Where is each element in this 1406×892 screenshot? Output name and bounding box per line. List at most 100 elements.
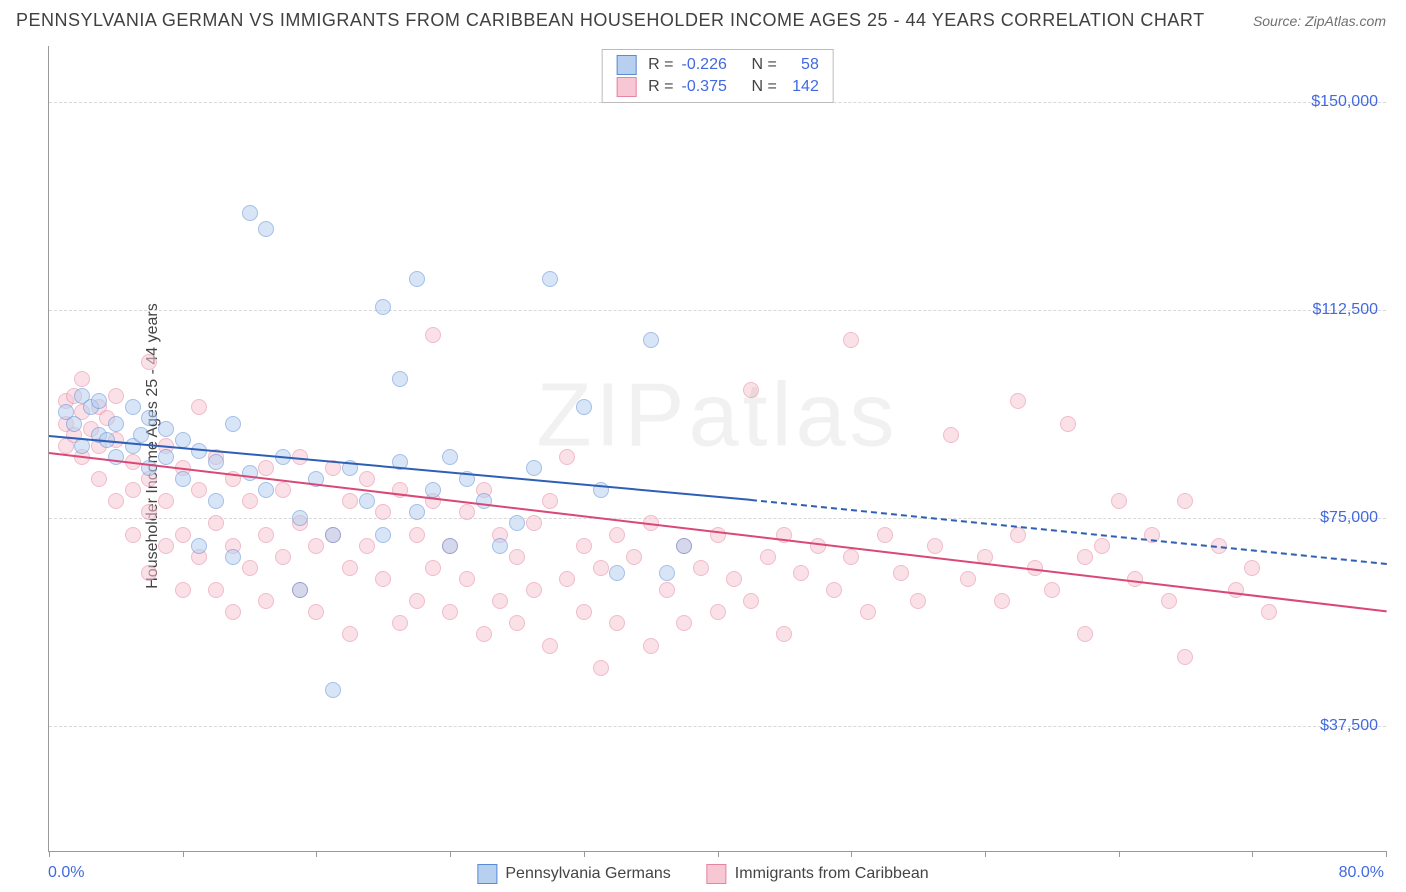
x-tick <box>450 851 451 857</box>
scatter-point <box>108 416 124 432</box>
scatter-point <box>292 582 308 598</box>
scatter-point <box>258 482 274 498</box>
scatter-point <box>509 615 525 631</box>
scatter-point <box>1094 538 1110 554</box>
scatter-point <box>66 416 82 432</box>
scatter-point <box>442 604 458 620</box>
gridline <box>49 518 1386 519</box>
scatter-point <box>258 527 274 543</box>
scatter-point <box>342 493 358 509</box>
scatter-point <box>877 527 893 543</box>
n-label: N = <box>752 56 777 74</box>
scatter-point <box>1244 560 1260 576</box>
scatter-point <box>258 593 274 609</box>
x-max-label: 80.0% <box>1339 864 1384 882</box>
n-value-b: 142 <box>785 78 819 96</box>
scatter-point <box>1060 416 1076 432</box>
scatter-point <box>442 538 458 554</box>
legend-item-a: Pennsylvania Germans <box>477 864 670 884</box>
scatter-point <box>710 604 726 620</box>
scatter-point <box>459 571 475 587</box>
x-tick <box>718 851 719 857</box>
scatter-point <box>509 549 525 565</box>
scatter-point <box>476 493 492 509</box>
scatter-point <box>743 382 759 398</box>
scatter-point <box>74 371 90 387</box>
scatter-point <box>258 221 274 237</box>
scatter-point <box>1010 393 1026 409</box>
trend-line <box>49 452 1387 612</box>
scatter-point <box>726 571 742 587</box>
x-tick <box>851 851 852 857</box>
scatter-point <box>409 527 425 543</box>
scatter-point <box>158 538 174 554</box>
swatch-series-a <box>616 55 636 75</box>
scatter-point <box>760 549 776 565</box>
scatter-point <box>409 504 425 520</box>
y-tick-label: $75,000 <box>1320 509 1378 527</box>
legend-label-b: Immigrants from Caribbean <box>735 865 929 883</box>
scatter-point <box>1161 593 1177 609</box>
scatter-point <box>1044 582 1060 598</box>
n-label: N = <box>752 78 777 96</box>
scatter-point <box>308 538 324 554</box>
scatter-point <box>509 515 525 531</box>
scatter-point <box>1177 493 1193 509</box>
scatter-point <box>108 388 124 404</box>
scatter-point <box>593 560 609 576</box>
scatter-point <box>392 615 408 631</box>
scatter-point <box>225 604 241 620</box>
legend-label-a: Pennsylvania Germans <box>505 865 670 883</box>
scatter-point <box>542 493 558 509</box>
scatter-point <box>609 565 625 581</box>
scatter-point <box>191 538 207 554</box>
stats-row-series-a: R = -0.226 N = 58 <box>616 54 819 76</box>
scatter-point <box>576 538 592 554</box>
plot-area: $150,000$112,500$75,000$37,500 <box>49 46 1386 851</box>
scatter-point <box>643 638 659 654</box>
y-tick-label: $112,500 <box>1312 301 1378 319</box>
x-tick <box>49 851 50 857</box>
chart-title: PENNSYLVANIA GERMAN VS IMMIGRANTS FROM C… <box>16 10 1205 31</box>
scatter-point <box>793 565 809 581</box>
scatter-point <box>375 299 391 315</box>
scatter-point <box>626 549 642 565</box>
scatter-point <box>826 582 842 598</box>
scatter-point <box>242 493 258 509</box>
scatter-point <box>325 682 341 698</box>
scatter-point <box>275 482 291 498</box>
scatter-point <box>133 427 149 443</box>
scatter-point <box>676 615 692 631</box>
scatter-point <box>125 482 141 498</box>
scatter-point <box>459 504 475 520</box>
scatter-point <box>927 538 943 554</box>
scatter-point <box>375 571 391 587</box>
scatter-point <box>175 471 191 487</box>
stats-box: R = -0.226 N = 58 R = -0.375 N = 142 <box>601 49 834 103</box>
scatter-point <box>425 482 441 498</box>
r-value-a: -0.226 <box>682 56 736 74</box>
scatter-point <box>158 449 174 465</box>
y-tick-label: $150,000 <box>1311 93 1378 111</box>
scatter-point <box>1228 582 1244 598</box>
scatter-point <box>425 327 441 343</box>
scatter-point <box>893 565 909 581</box>
scatter-point <box>559 571 575 587</box>
scatter-point <box>910 593 926 609</box>
scatter-point <box>659 565 675 581</box>
scatter-point <box>1077 549 1093 565</box>
scatter-point <box>1010 527 1026 543</box>
swatch-series-a <box>477 864 497 884</box>
x-tick <box>1386 851 1387 857</box>
scatter-point <box>1261 604 1277 620</box>
scatter-point <box>375 504 391 520</box>
scatter-point <box>425 560 441 576</box>
n-value-a: 58 <box>785 56 819 74</box>
r-label: R = <box>648 56 673 74</box>
scatter-point <box>208 454 224 470</box>
scatter-point <box>693 560 709 576</box>
scatter-point <box>392 371 408 387</box>
scatter-point <box>1177 649 1193 665</box>
x-min-label: 0.0% <box>48 864 84 882</box>
scatter-point <box>526 460 542 476</box>
